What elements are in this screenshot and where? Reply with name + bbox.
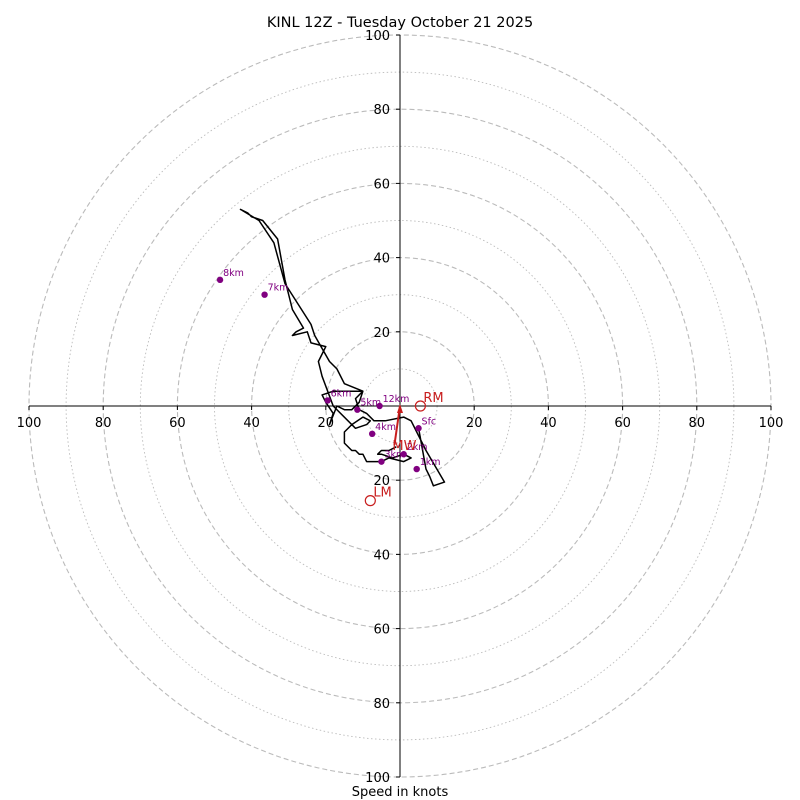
height-marker-8km <box>216 276 224 284</box>
x-tick-label: 100 <box>759 416 784 431</box>
storm-motion-mw-label: MW <box>392 439 416 454</box>
x-axis-label: Speed in knots <box>352 785 449 800</box>
y-tick-label: 60 <box>373 177 390 192</box>
x-tick-label: 100 <box>17 416 42 431</box>
height-label-5km: 5km <box>360 398 381 409</box>
y-tick-label: 40 <box>373 252 390 267</box>
x-tick-label: 20 <box>466 416 483 431</box>
tick-labels: 100 80 60 40 20 20 40 60 80 100 100 80 60 40 20 20 40 60 8… <box>17 29 784 786</box>
x-tick-label: 80 <box>95 416 112 431</box>
chart-title: KINL 12Z - Tuesday October 21 2025 <box>267 15 533 31</box>
height-label-8km: 8km <box>223 268 244 279</box>
height-label-7km: 7km <box>268 283 289 294</box>
height-label-4km: 4km <box>375 422 396 433</box>
storm-motion-lm-marker <box>364 495 376 507</box>
y-tick-label: 80 <box>373 697 390 712</box>
height-label-6km: 6km <box>331 388 352 399</box>
wind-profile-line <box>239 208 446 487</box>
storm-motion-rm-label: RM <box>423 391 443 406</box>
y-tick-label: 20 <box>373 326 390 341</box>
y-tick-label: 20 <box>373 474 390 489</box>
y-tick-label: 80 <box>373 103 390 118</box>
height-marker-12km <box>376 402 383 410</box>
height-marker-1km <box>413 465 420 473</box>
height-label-1km: 1km <box>420 457 441 468</box>
storm-motion-lm-label: LM <box>373 486 391 501</box>
height-marker-5km <box>354 406 361 413</box>
y-tick-label: 40 <box>373 548 390 563</box>
x-tick-label: 60 <box>614 416 631 431</box>
height-marker-6km <box>324 397 331 404</box>
height-marker-3km <box>378 458 385 465</box>
height-label-2km: 2km <box>407 442 428 453</box>
height-label-3km: 3km <box>384 450 405 461</box>
height-marker-sfc <box>415 425 422 432</box>
height-marker-7km <box>261 291 268 298</box>
hodograph-trace <box>239 208 446 487</box>
shear-vector-arrowhead <box>397 404 403 413</box>
storm-motion-markers: RM LM MW <box>364 391 444 507</box>
y-tick-label: 100 <box>365 771 390 786</box>
x-tick-label: 40 <box>540 416 557 431</box>
height-label-sfc: Sfc <box>422 416 437 427</box>
height-marker-4km <box>368 430 376 438</box>
height-marker-2km <box>400 451 407 458</box>
y-tick-label: 100 <box>365 29 390 44</box>
x-tick-label: 60 <box>169 416 186 431</box>
height-label-12km: 12km <box>383 394 410 405</box>
x-tick-label: 80 <box>689 416 706 431</box>
y-tick-label: 60 <box>373 623 390 638</box>
x-tick-label: 20 <box>318 416 335 431</box>
storm-motion-rm-marker <box>414 400 427 412</box>
x-tick-label: 40 <box>243 416 260 431</box>
